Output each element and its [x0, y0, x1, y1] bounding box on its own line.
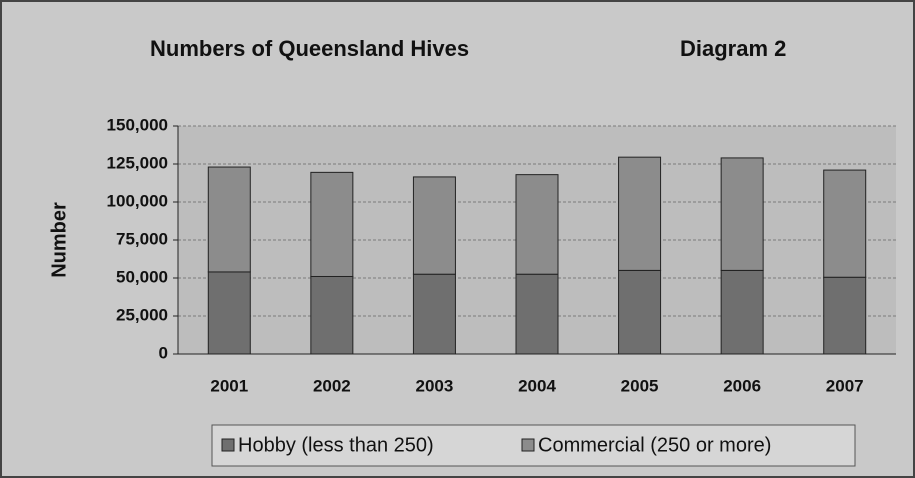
bar-segment	[618, 156, 662, 271]
bar-segment	[515, 174, 559, 275]
y-tick-label: 100,000	[107, 191, 168, 210]
bar-segment	[207, 271, 251, 355]
x-tick-label: 2002	[313, 376, 351, 395]
x-tick-label: 2001	[210, 376, 248, 395]
bar-segment	[207, 166, 251, 273]
legend-swatch	[521, 438, 535, 452]
bar-segment	[618, 269, 662, 355]
bar-segment	[310, 171, 354, 277]
y-tick-label: 125,000	[107, 153, 168, 172]
y-tick-label: 150,000	[107, 115, 168, 134]
legend-label: Hobby (less than 250)	[238, 434, 434, 456]
bar-segment	[823, 276, 867, 355]
y-axis-label: Number	[48, 202, 70, 278]
bar-segment	[412, 176, 456, 275]
legend-swatch	[221, 438, 235, 452]
x-tick-label: 2004	[518, 376, 556, 395]
bar-segment	[310, 275, 354, 355]
y-tick-label: 75,000	[116, 229, 168, 248]
x-tick-label: 2006	[723, 376, 761, 395]
x-tick-label: 2005	[621, 376, 659, 395]
y-tick-label: 25,000	[116, 305, 168, 324]
bar-segment	[823, 169, 867, 278]
y-tick-label: 0	[159, 343, 168, 362]
bar-segment	[720, 157, 764, 271]
legend-label: Commercial (250 or more)	[538, 434, 771, 456]
annotation: Diagram 2	[680, 36, 786, 61]
x-tick-label: 2003	[416, 376, 454, 395]
bar-segment	[515, 273, 559, 355]
chart-title: Numbers of Queensland Hives	[150, 36, 469, 61]
y-tick-label: 50,000	[116, 267, 168, 286]
bar-segment	[720, 269, 764, 355]
x-tick-label: 2007	[826, 376, 864, 395]
bar-segment	[412, 273, 456, 355]
